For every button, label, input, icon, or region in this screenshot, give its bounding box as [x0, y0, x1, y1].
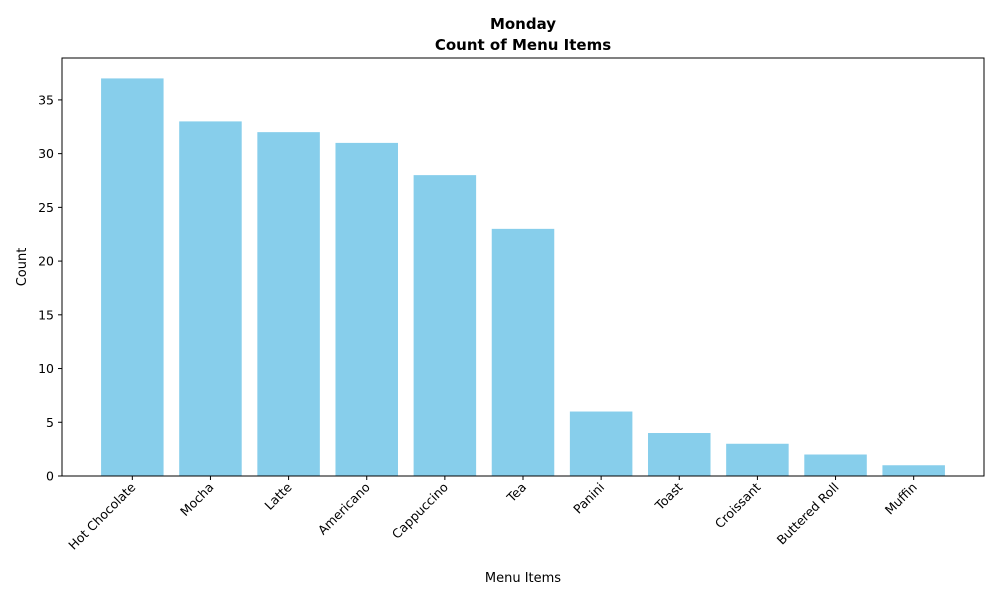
bar-mocha: [179, 121, 242, 476]
bar-panini: [569, 411, 633, 476]
y-tick-label: 30: [38, 146, 54, 161]
x-axis-label: Menu Items: [485, 571, 561, 586]
x-tick-label: Cappuccino: [389, 480, 451, 542]
y-axis-label: Count: [15, 248, 30, 287]
y-tick-label: 5: [46, 415, 54, 430]
bar-muffin: [882, 465, 945, 476]
x-axis: Hot Chocolate Mocha Latte Americano Cappucci…: [65, 476, 920, 553]
y-tick-label: 25: [38, 200, 54, 215]
bar-hot-chocolate: [101, 78, 164, 477]
bar-americano: [335, 142, 398, 476]
x-tick-label: Panini: [570, 480, 607, 517]
x-tick-label: Tea: [503, 480, 529, 506]
chart-title: Monday: [490, 15, 556, 33]
y-tick-label: 35: [38, 92, 54, 107]
x-tick-label: Toast: [651, 479, 685, 513]
y-tick-label: 15: [38, 307, 54, 322]
bar-croissant: [726, 443, 789, 476]
bars-layer: [101, 78, 945, 477]
bar-tea: [491, 228, 555, 476]
bar-buttered-roll: [804, 454, 867, 476]
x-tick-label: Hot Chocolate: [65, 479, 138, 552]
x-tick-label: Americano: [315, 480, 373, 538]
chart-subtitle: Count of Menu Items: [435, 36, 611, 54]
bar-cappuccino: [413, 175, 477, 476]
x-tick-label: Mocha: [177, 480, 217, 520]
y-axis: 0 5 10 15 20 25 30 35: [38, 92, 62, 484]
plot-frame: [61, 57, 985, 477]
y-tick-label: 10: [38, 361, 54, 376]
y-tick-label: 20: [38, 254, 54, 269]
x-tick-label: Latte: [261, 479, 295, 513]
y-tick-label: 0: [46, 469, 54, 484]
x-tick-label: Buttered Roll: [774, 480, 842, 548]
bar-latte: [257, 132, 320, 476]
x-tick-label: Muffin: [882, 480, 920, 518]
x-tick-label: Croissant: [712, 479, 764, 531]
bar-toast: [648, 433, 711, 476]
